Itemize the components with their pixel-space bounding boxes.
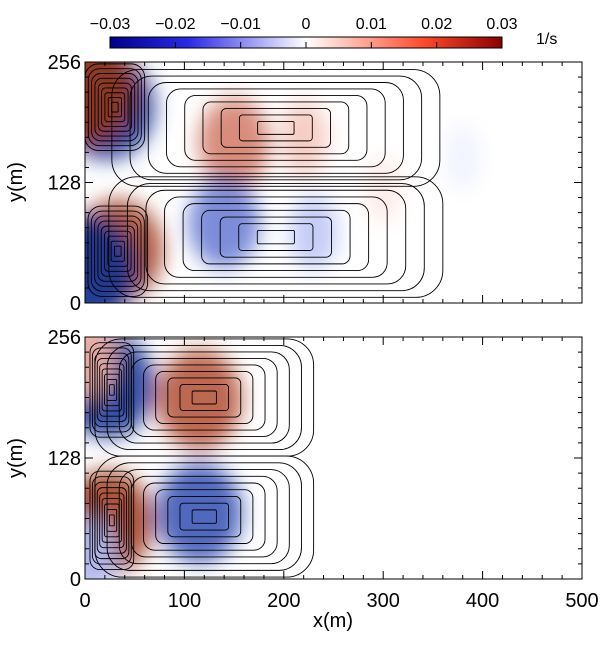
streamline-contour <box>179 502 230 531</box>
x-tick-label: 100 <box>168 590 201 612</box>
negative-vorticity-cell <box>156 462 243 563</box>
colorbar-tick-label: −0.01 <box>220 16 261 33</box>
streamline-contour <box>219 216 332 258</box>
positive-vorticity-cell <box>198 97 270 189</box>
streamline-contour <box>256 229 295 245</box>
streamline-contour <box>94 215 142 287</box>
streamline-contour <box>118 469 290 565</box>
streamline-contour <box>96 487 127 554</box>
streamline-contour <box>129 75 423 181</box>
streamline-contour <box>114 245 122 257</box>
panel-top-axes: 0 128 256 <box>48 52 583 315</box>
streamline-contour <box>106 344 302 451</box>
x-tick-label: 300 <box>367 590 400 612</box>
streamline-contour <box>257 120 295 135</box>
streamline-contour <box>107 97 122 118</box>
streamline-contour <box>147 82 404 174</box>
streamline-contour <box>108 384 115 396</box>
streamline-contour <box>145 189 407 285</box>
y-tick-label: 0 <box>70 569 81 591</box>
colorbar-tick-label: 0.01 <box>356 16 387 33</box>
streamline-contour <box>167 377 242 418</box>
streamline-contour <box>201 209 351 265</box>
x-tick-label: 0 <box>79 590 90 612</box>
streamline-contour <box>96 357 127 422</box>
panel-bottom-xlabel: x(m) <box>313 610 353 632</box>
streamline-contour <box>184 95 368 161</box>
streamline-contour <box>126 183 425 292</box>
streamline-contour <box>155 371 254 424</box>
positive-vorticity-cell <box>156 349 243 450</box>
panel-bottom-axes: 0 128 256 0 100 200 300 400 500 <box>48 327 599 612</box>
streamline-contour <box>100 225 135 277</box>
panel-bottom: 0 128 256 0 100 200 300 400 500 y(m) x(m) <box>5 327 599 632</box>
streamline-contour <box>101 368 123 412</box>
panel-top: 0 128 256 y(m) <box>5 52 583 315</box>
streamline-contour <box>91 73 139 142</box>
streamline-contour <box>166 88 386 168</box>
streamline-contour <box>85 63 146 151</box>
y-tick-label: 128 <box>48 448 81 470</box>
negative-vorticity-cell <box>289 194 338 271</box>
colorbar-ticks: −0.03 −0.02 −0.01 0 0.01 0.02 0.03 <box>90 16 518 48</box>
streamline-contour <box>238 114 313 142</box>
y-tick-label: 0 <box>70 293 81 315</box>
colorbar: −0.03 −0.02 −0.01 0 0.01 0.02 0.03 1/s <box>90 16 557 49</box>
streamline-contour <box>101 87 129 127</box>
colorbar-unit: 1/s <box>536 31 557 48</box>
x-tick-label: 200 <box>267 590 300 612</box>
streamline-contour <box>155 489 254 544</box>
streamline-contour <box>99 492 125 549</box>
streamline-contour <box>110 240 125 262</box>
panel-bottom-contours <box>89 338 315 578</box>
y-tick-label: 128 <box>48 173 81 195</box>
negative-vorticity-cell <box>188 177 260 269</box>
streamline-contour <box>108 514 115 527</box>
streamline-contour <box>111 69 441 187</box>
negative-vorticity-cell <box>446 123 480 191</box>
streamline-contour <box>202 101 350 155</box>
streamline-contour <box>130 357 278 438</box>
streamline-contour <box>118 351 290 444</box>
streamline-contour <box>94 77 136 137</box>
y-tick-label: 256 <box>48 327 81 349</box>
colorbar-tick-label: −0.02 <box>155 16 196 33</box>
streamline-contour <box>108 176 444 298</box>
y-tick-label: 256 <box>48 52 81 74</box>
streamline-contour <box>238 223 314 251</box>
streamline-contour <box>191 509 217 524</box>
streamline-contour <box>179 384 230 411</box>
colorbar-tick-label: −0.03 <box>90 16 131 33</box>
streamline-contour <box>101 498 123 543</box>
streamline-contour <box>104 230 132 272</box>
streamline-contour <box>143 482 266 551</box>
colorbar-tick-label: 0.02 <box>421 16 452 33</box>
streamline-contour <box>130 475 278 558</box>
streamline-contour <box>99 363 125 417</box>
streamline-contour <box>89 342 135 438</box>
streamline-contour <box>167 495 242 538</box>
negative-vorticity-cell <box>85 215 138 303</box>
streamline-contour <box>104 92 126 123</box>
x-tick-label: 500 <box>565 590 598 612</box>
streamline-contour <box>220 107 331 148</box>
positive-vorticity-cell <box>279 100 328 176</box>
streamline-contour <box>106 462 302 571</box>
x-tick-label: 400 <box>466 590 499 612</box>
streamline-contour <box>143 364 266 431</box>
streamline-contour <box>87 205 149 297</box>
colorbar-tick-label: 0.03 <box>486 16 517 33</box>
panel-top-contours <box>85 63 444 298</box>
streamline-contour <box>191 390 217 405</box>
streamline-contour <box>164 196 388 278</box>
panel-bottom-ylabel: y(m) <box>5 438 27 478</box>
streamline-contour <box>90 210 145 292</box>
streamline-contour <box>97 220 139 282</box>
colorbar-tick-label: 0 <box>302 16 311 33</box>
panel-top-ylabel: y(m) <box>5 162 27 202</box>
streamline-contour <box>182 203 370 272</box>
